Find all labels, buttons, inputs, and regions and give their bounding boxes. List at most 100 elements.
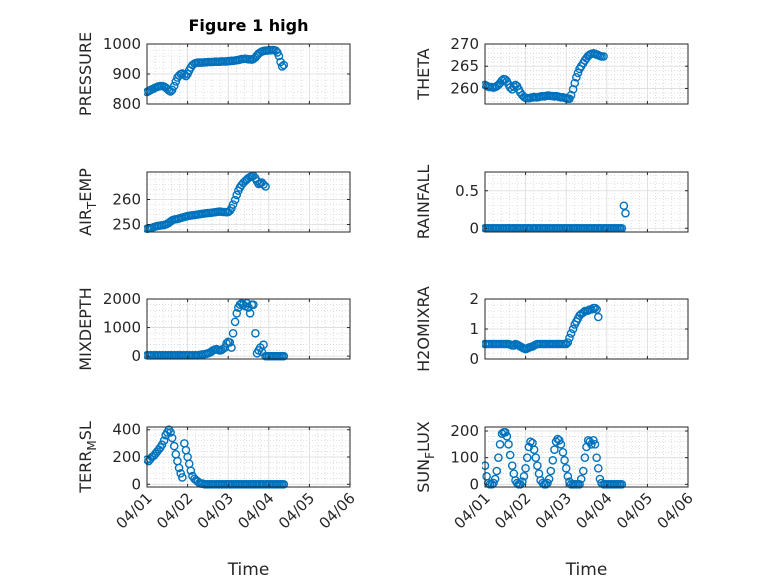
data-point bbox=[494, 453, 503, 462]
data-point bbox=[593, 464, 603, 473]
data-point bbox=[533, 461, 542, 470]
data-point bbox=[159, 436, 169, 445]
data-point bbox=[560, 456, 569, 465]
data-point bbox=[277, 62, 287, 71]
data-point bbox=[563, 472, 573, 481]
data-point bbox=[251, 328, 260, 338]
y-axis-label: RAINFALL bbox=[414, 165, 433, 240]
plot-area bbox=[485, 172, 688, 232]
y-tick-label: 200 bbox=[450, 422, 479, 440]
subplot-1: 800 900 1000 PRESSURE Figure 1 high bbox=[76, 16, 351, 116]
y-tick-label: 260 bbox=[450, 79, 479, 97]
data-point bbox=[550, 445, 559, 454]
data-point bbox=[522, 453, 532, 462]
data-point bbox=[507, 461, 517, 470]
data-point bbox=[566, 329, 576, 338]
x-tick-label: 04/01 bbox=[451, 489, 494, 532]
data-point bbox=[169, 441, 179, 451]
data-point bbox=[166, 428, 175, 437]
data-point bbox=[519, 472, 529, 481]
data-point bbox=[259, 340, 268, 350]
data-point bbox=[548, 456, 558, 465]
y-axis-label: MIXDEPTH bbox=[76, 287, 95, 370]
data-point bbox=[590, 440, 600, 449]
y-tick-label: 900 bbox=[112, 65, 141, 83]
data-point bbox=[492, 466, 502, 476]
x-tick-label: 04/06 bbox=[654, 489, 697, 532]
y-tick-label: 800 bbox=[112, 95, 141, 113]
data-point bbox=[279, 60, 289, 70]
data-points bbox=[144, 425, 289, 489]
y-axis-label: AIRTEMP bbox=[76, 168, 99, 236]
chart-title: Figure 1 high bbox=[189, 16, 309, 35]
data-point bbox=[521, 464, 530, 473]
data-point bbox=[593, 312, 603, 322]
data-point bbox=[546, 466, 556, 476]
data-point bbox=[261, 182, 270, 191]
data-point bbox=[232, 190, 242, 200]
x-tick-label: 04/05 bbox=[275, 489, 318, 532]
y-tick-label: 0 bbox=[469, 475, 479, 493]
y-tick-label: 1000 bbox=[103, 35, 141, 53]
y-tick-label: 0 bbox=[469, 350, 479, 368]
data-point bbox=[590, 303, 600, 313]
y-tick-label: 270 bbox=[450, 35, 479, 53]
data-point bbox=[526, 437, 535, 446]
data-point bbox=[599, 52, 608, 61]
y-axis-label: PRESSURE bbox=[76, 32, 95, 116]
subplot-4: 0 0.5 RAINFALL bbox=[414, 165, 689, 240]
data-points bbox=[144, 171, 270, 234]
data-point bbox=[565, 333, 574, 343]
data-point bbox=[186, 466, 196, 475]
x-tick-label: 04/04 bbox=[234, 489, 277, 532]
data-point bbox=[490, 474, 500, 484]
x-tick-label: 04/06 bbox=[316, 489, 359, 532]
data-point bbox=[500, 428, 510, 437]
data-points bbox=[482, 303, 603, 354]
subplot-8: 0 100 200 SUNFLUX 04/0104/0204/0304/0404/050… bbox=[414, 421, 697, 580]
y-tick-label: 0 bbox=[469, 219, 479, 237]
data-point bbox=[561, 464, 571, 473]
data-point bbox=[495, 440, 505, 449]
y-tick-label: 1 bbox=[469, 320, 479, 338]
y-tick-label: 0.5 bbox=[455, 182, 479, 200]
data-point bbox=[554, 436, 564, 445]
data-point bbox=[573, 68, 583, 78]
data-point bbox=[178, 473, 187, 482]
y-axis-label: THETA bbox=[414, 48, 433, 100]
data-point bbox=[529, 445, 539, 454]
y-tick-label: 0 bbox=[131, 347, 141, 365]
axes-frame bbox=[146, 298, 351, 360]
axes-frame bbox=[146, 171, 351, 233]
data-point bbox=[174, 463, 184, 473]
x-tick-label: 04/02 bbox=[491, 489, 534, 532]
data-point bbox=[504, 440, 513, 449]
data-point bbox=[230, 195, 240, 205]
data-point bbox=[274, 51, 284, 61]
axes-frame bbox=[484, 171, 689, 233]
data-point bbox=[589, 436, 598, 445]
data-point bbox=[279, 351, 289, 361]
y-axis-label: TERRMSL bbox=[76, 421, 99, 494]
y-axis-label: H2OMIXRA bbox=[414, 286, 433, 372]
y-tick-label: 250 bbox=[112, 216, 141, 234]
data-point bbox=[575, 480, 584, 489]
y-tick-label: 0 bbox=[131, 475, 141, 493]
y-tick-label: 1000 bbox=[103, 319, 141, 337]
data-point bbox=[157, 440, 167, 450]
data-point bbox=[617, 480, 627, 489]
data-point bbox=[576, 474, 586, 484]
x-tick-label: 04/02 bbox=[153, 489, 196, 532]
data-point bbox=[556, 440, 566, 449]
data-point bbox=[180, 70, 189, 79]
data-point bbox=[531, 453, 541, 462]
x-axis-label: Time bbox=[227, 560, 270, 580]
plot-area bbox=[147, 299, 350, 359]
data-point bbox=[502, 432, 512, 441]
subplot-2: 260 265 270 THETA bbox=[414, 35, 689, 105]
plot-area bbox=[485, 427, 688, 487]
data-point bbox=[505, 450, 515, 460]
data-point bbox=[544, 474, 554, 484]
data-point bbox=[578, 466, 588, 476]
